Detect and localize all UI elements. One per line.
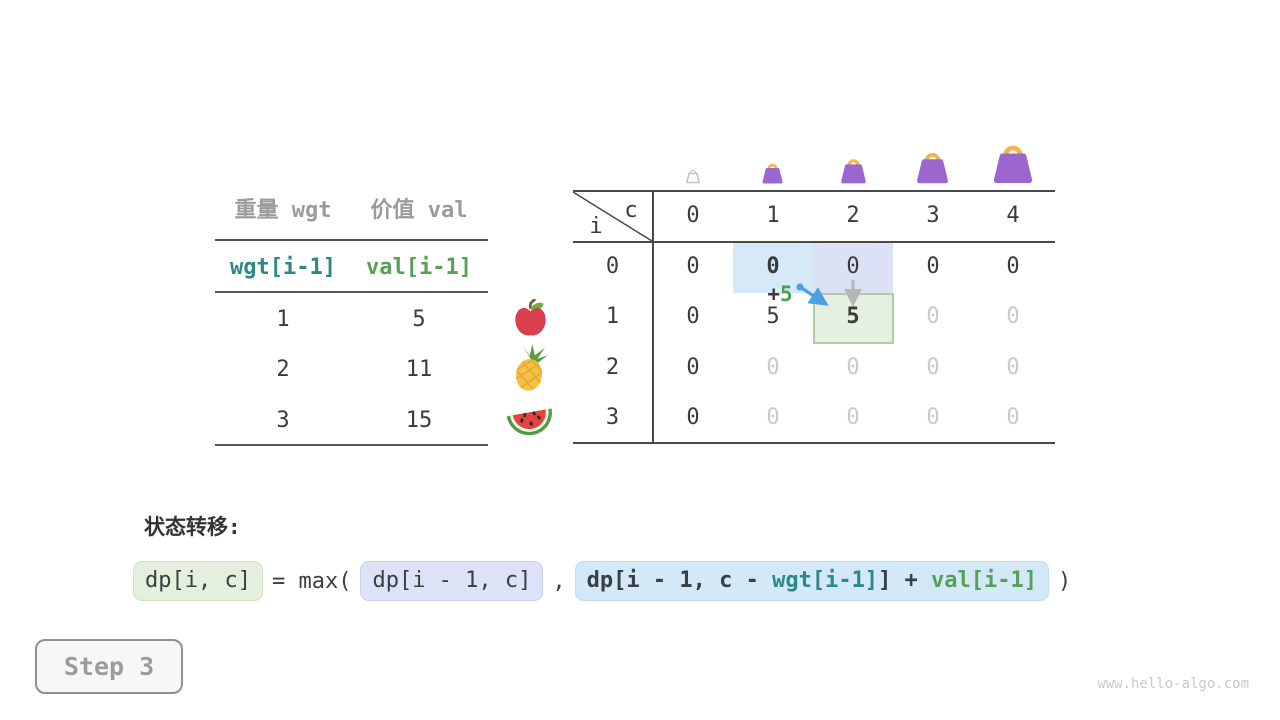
item1-weight: 1 — [276, 307, 290, 332]
dp-cell-1-2: 5 — [846, 304, 860, 329]
item-row-2: 2 11 — [215, 356, 487, 384]
col-header-3: 3 — [926, 203, 940, 228]
weight-column-header: 重量 wgt — [234, 198, 332, 223]
formula-keep-term: dp[i - 1, c] — [360, 561, 544, 601]
col-header-4: 4 — [1006, 203, 1020, 228]
bag-size-1-icon — [762, 163, 783, 184]
formula-comma: , — [552, 568, 566, 594]
dp-cell-2-0: 0 — [686, 355, 700, 380]
corner-diagonal-line — [573, 192, 652, 241]
dp-rule-vertical — [652, 190, 654, 444]
dp-column-headers: 0 1 2 3 4 — [653, 196, 1053, 236]
dp-cell-3-2: 0 — [846, 405, 860, 430]
dp-cell-1-0: 0 — [686, 304, 700, 329]
formula-add-term: dp[i - 1, c - wgt[i-1]] + val[i-1] — [574, 561, 1050, 601]
dp-cell-0-3: 0 — [926, 254, 940, 279]
dp-cell-0-1: 0 — [766, 254, 780, 279]
dp-cell-2-1: 0 — [766, 355, 780, 380]
dp-row-0: 0 0 0 0 0 — [653, 242, 1053, 292]
col-header-2: 2 — [846, 203, 860, 228]
dp-cell-0-0: 0 — [686, 254, 700, 279]
dp-row-3: 0 0 0 0 0 — [653, 393, 1053, 443]
add-term-wgt: wgt[i-1] — [772, 568, 879, 593]
item3-value: 15 — [405, 408, 433, 433]
bag-size-3-icon — [917, 152, 948, 184]
corner-row-var: i — [589, 214, 603, 239]
bag-size-4-icon — [993, 145, 1033, 184]
items-table-rule-mid — [215, 291, 488, 293]
add-value-label: +5 — [757, 282, 803, 306]
watermark: www.hello-algo.com — [1097, 676, 1249, 692]
add-term-part1: dp[i - 1, c - — [586, 568, 773, 593]
apple-icon — [515, 299, 546, 336]
dp-cell-3-3: 0 — [926, 405, 940, 430]
dp-cell-3-1: 0 — [766, 405, 780, 430]
val-def-cell: val[i-1] — [366, 255, 472, 280]
dp-row-2: 0 0 0 0 0 — [653, 343, 1053, 393]
item-row-3: 3 15 — [215, 407, 487, 435]
col-header-0: 0 — [686, 203, 700, 228]
state-transition-title: 状态转移: — [144, 515, 241, 539]
formula-equals-max: = max( — [271, 568, 352, 594]
col-header-1: 1 — [766, 203, 780, 228]
items-table-rule-top — [215, 239, 488, 241]
bag-size-2-icon — [841, 159, 866, 184]
items-table-def-row: wgt[i-1] val[i-1] — [215, 254, 487, 282]
value-column-header: 价值 val — [370, 198, 468, 223]
plus-value: 5 — [780, 282, 793, 306]
dp-rule-header — [573, 241, 1055, 243]
dp-row-1: 0 5 5 0 0 — [653, 292, 1053, 342]
item1-value: 5 — [412, 307, 426, 332]
dp-cell-2-2: 0 — [846, 355, 860, 380]
formula-lhs: dp[i, c] — [133, 561, 263, 601]
watermelon-icon — [506, 408, 552, 436]
items-table-header: 重量 wgt 价值 val — [215, 197, 487, 225]
step-button[interactable]: Step 3 — [35, 639, 183, 694]
dp-cell-1-3: 0 — [926, 304, 940, 329]
dp-cell-3-4: 0 — [1006, 405, 1020, 430]
corner-col-var: c — [624, 198, 638, 223]
item2-weight: 2 — [276, 357, 290, 382]
item-row-1: 1 5 — [215, 306, 487, 334]
row-header-3: 3 — [605, 405, 620, 430]
dp-cell-0-4: 0 — [1006, 254, 1020, 279]
state-transition-formula: dp[i, c] = max( dp[i - 1, c] , dp[i - 1,… — [133, 561, 1071, 601]
dp-cell-2-4: 0 — [1006, 355, 1020, 380]
row-header-1: 1 — [605, 304, 620, 329]
dp-rule-bottom — [573, 442, 1055, 444]
item3-weight: 3 — [276, 408, 290, 433]
dp-cell-3-0: 0 — [686, 405, 700, 430]
item2-value: 11 — [405, 357, 433, 382]
pineapple-icon — [513, 344, 548, 392]
plus-sign: + — [767, 282, 780, 306]
dp-cell-1-1: 5 — [766, 304, 780, 329]
transition-arrows — [796, 280, 862, 307]
wgt-def-cell: wgt[i-1] — [230, 255, 336, 280]
dp-rule-top — [573, 190, 1055, 192]
dp-cell-1-4: 0 — [1006, 304, 1020, 329]
dp-cell-0-2: 0 — [846, 254, 860, 279]
formula-close-paren: ) — [1058, 568, 1072, 594]
row-header-0: 0 — [605, 254, 620, 279]
add-transition-arrow-icon — [796, 283, 829, 306]
empty-bag-icon — [686, 169, 700, 184]
dp-cell-2-3: 0 — [926, 355, 940, 380]
items-table-rule-bottom — [215, 444, 488, 446]
row-header-2: 2 — [605, 355, 620, 380]
add-term-part2: ] + — [878, 568, 932, 593]
add-term-val: val[i-1] — [931, 568, 1038, 593]
